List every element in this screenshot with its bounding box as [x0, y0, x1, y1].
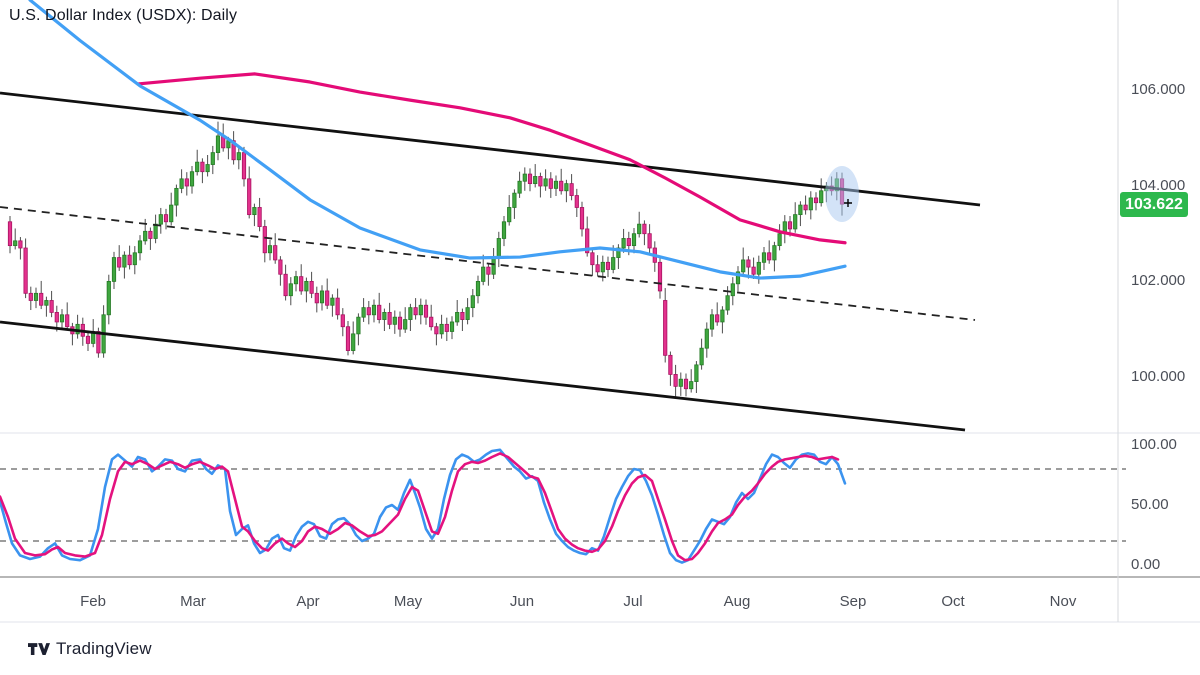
price-axis-label: 50.00 [1131, 496, 1169, 513]
time-axis-label-apr: Apr [296, 593, 320, 610]
page-title: U.S. Dollar Index (USDX): Daily [9, 7, 238, 24]
time-axis-label-jun: Jun [509, 593, 535, 610]
price-axis-label: 104.000 [1131, 177, 1186, 194]
tradingview-logo-icon [28, 642, 50, 655]
price-axis-label: 100.000 [1131, 368, 1186, 385]
time-axis-label-feb: Feb [80, 593, 106, 610]
ma-fast-blue-line [28, 0, 847, 280]
tradingview-logo-text: TradingView [56, 639, 152, 658]
price-axis-label: 102.000 [1131, 272, 1186, 289]
time-axis-label-oct: Oct [941, 593, 965, 610]
time-axis-label-sep: Sep [839, 593, 867, 610]
channel-lower-trendline [0, 320, 966, 432]
tradingview-attribution[interactable]: TradingView [28, 639, 152, 659]
price-axis[interactable]: 103.622 106.000 104.000 102.000 100.000 100.… [1118, 0, 1200, 622]
time-axis-label-mar: Mar [180, 593, 206, 610]
time-axis-label-aug: Aug [723, 593, 751, 610]
last-price-badge: 103.622 [1120, 192, 1188, 217]
time-axis-label-may: May [393, 593, 423, 610]
channel-midline [0, 206, 976, 321]
channel-upper-trendline [0, 91, 981, 207]
candle-series [7, 121, 845, 398]
time-axis-label-nov: Nov [1049, 593, 1077, 610]
price-axis-label: 0.00 [1131, 556, 1161, 573]
highlight-circle [825, 166, 859, 222]
price-axis-label: 100.00 [1131, 436, 1177, 453]
stoch-k-blue-line [0, 448, 847, 564]
last-price-cross-marker [844, 199, 852, 207]
time-axis-label-jul: Jul [623, 593, 643, 610]
time-axis[interactable]: Feb Mar Apr May Jun Jul Aug Sep Oct Nov [0, 577, 1118, 622]
stoch-d-pink-line [0, 452, 840, 562]
ma-slow-pink-line [136, 72, 847, 245]
price-axis-label: 106.000 [1131, 81, 1186, 98]
